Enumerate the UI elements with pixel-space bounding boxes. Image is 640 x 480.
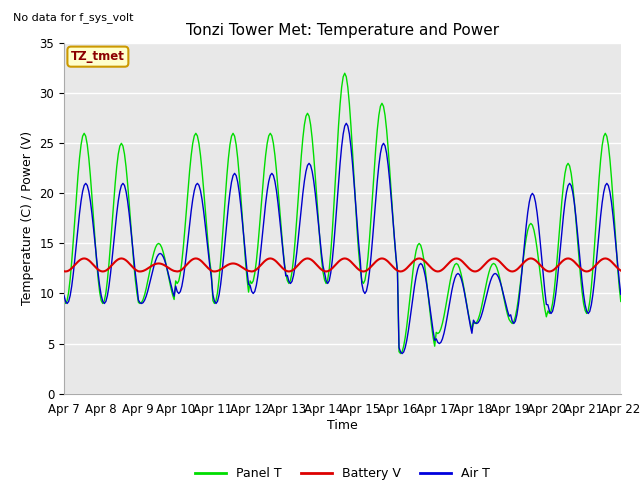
X-axis label: Time: Time — [327, 419, 358, 432]
Text: TZ_tmet: TZ_tmet — [71, 50, 125, 63]
Legend: Panel T, Battery V, Air T: Panel T, Battery V, Air T — [190, 462, 495, 480]
Text: No data for f_sys_volt: No data for f_sys_volt — [13, 12, 133, 23]
Y-axis label: Temperature (C) / Power (V): Temperature (C) / Power (V) — [21, 132, 34, 305]
Title: Tonzi Tower Met: Temperature and Power: Tonzi Tower Met: Temperature and Power — [186, 23, 499, 38]
